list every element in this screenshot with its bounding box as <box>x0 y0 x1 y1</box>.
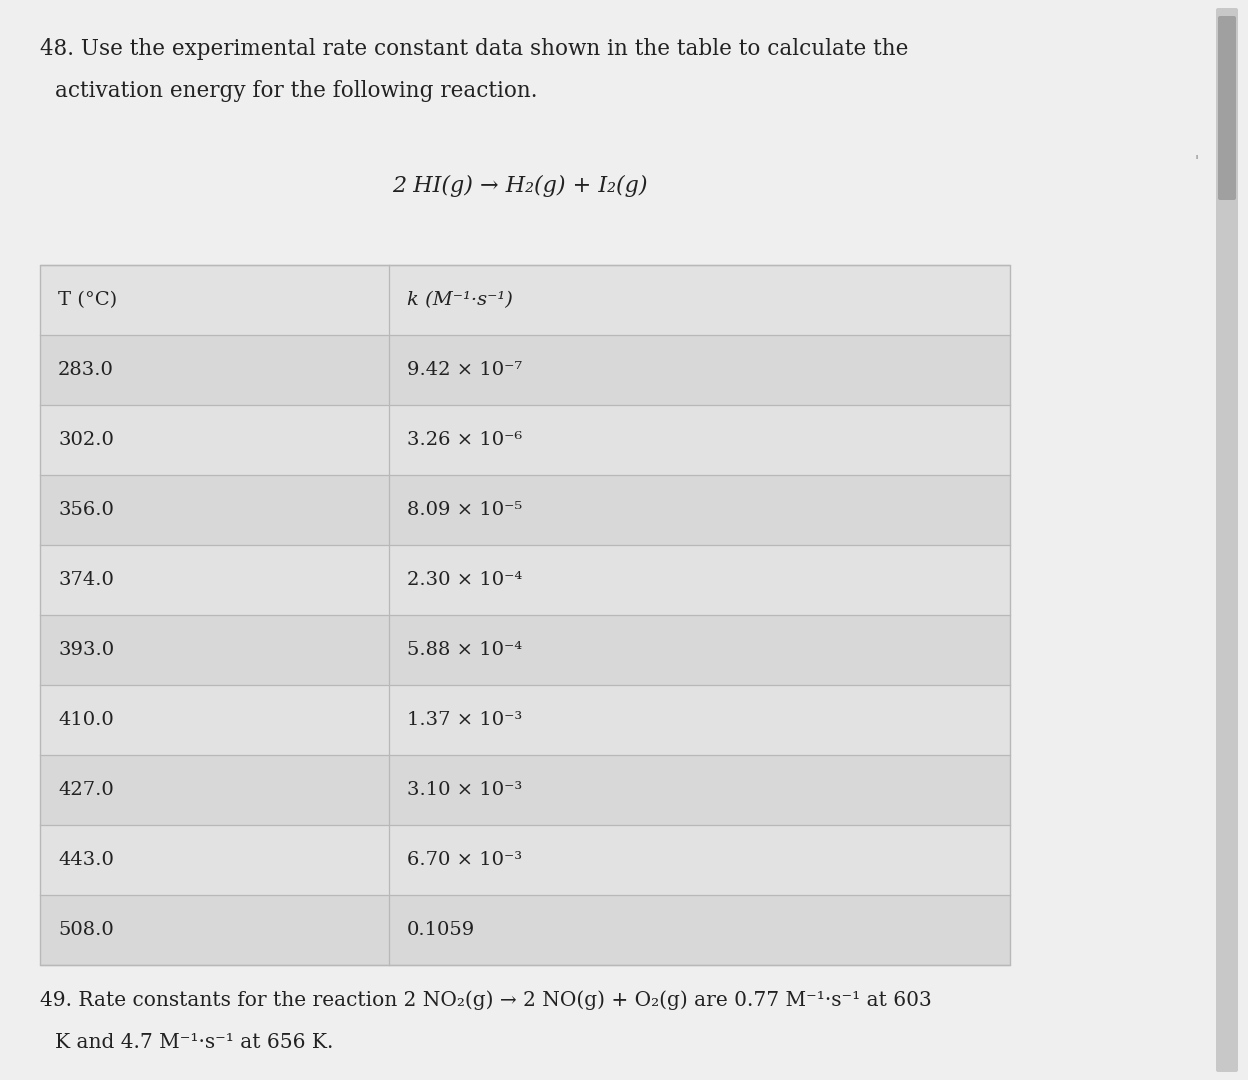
Text: 2.30 × 10⁻⁴: 2.30 × 10⁻⁴ <box>407 571 523 589</box>
Text: 427.0: 427.0 <box>57 781 114 799</box>
Bar <box>40 685 1010 755</box>
Bar <box>40 545 1010 615</box>
Text: k (M⁻¹·s⁻¹): k (M⁻¹·s⁻¹) <box>407 291 513 309</box>
Bar <box>40 895 1010 966</box>
Text: 1.37 × 10⁻³: 1.37 × 10⁻³ <box>407 711 523 729</box>
Text: K and 4.7 M⁻¹·s⁻¹ at 656 K.: K and 4.7 M⁻¹·s⁻¹ at 656 K. <box>55 1032 333 1052</box>
Bar <box>40 825 1010 895</box>
Text: 356.0: 356.0 <box>57 501 114 519</box>
Text: activation energy for the following reaction.: activation energy for the following reac… <box>55 80 538 102</box>
Bar <box>40 755 1010 825</box>
Bar <box>40 615 1010 685</box>
Text: 374.0: 374.0 <box>57 571 114 589</box>
Text: T (°C): T (°C) <box>57 291 117 309</box>
Bar <box>40 475 1010 545</box>
Text: 393.0: 393.0 <box>57 642 114 659</box>
Text: 0.1059: 0.1059 <box>407 921 475 939</box>
Text: 410.0: 410.0 <box>57 711 114 729</box>
Bar <box>40 405 1010 475</box>
Text: 283.0: 283.0 <box>57 361 114 379</box>
Text: ': ' <box>1196 156 1199 168</box>
Text: 2 HI(g) → H₂(g) + I₂(g): 2 HI(g) → H₂(g) + I₂(g) <box>392 175 648 197</box>
Text: 3.26 × 10⁻⁶: 3.26 × 10⁻⁶ <box>407 431 523 449</box>
Bar <box>40 265 1010 335</box>
Text: 508.0: 508.0 <box>57 921 114 939</box>
FancyBboxPatch shape <box>1218 16 1236 200</box>
Text: 443.0: 443.0 <box>57 851 114 869</box>
Text: 5.88 × 10⁻⁴: 5.88 × 10⁻⁴ <box>407 642 523 659</box>
Bar <box>40 335 1010 405</box>
Text: 302.0: 302.0 <box>57 431 114 449</box>
Bar <box>40 265 1010 966</box>
Text: 9.42 × 10⁻⁷: 9.42 × 10⁻⁷ <box>407 361 523 379</box>
Text: 49. Rate constants for the reaction 2 NO₂(g) → 2 NO(g) + O₂(g) are 0.77 M⁻¹·s⁻¹ : 49. Rate constants for the reaction 2 NO… <box>40 990 932 1010</box>
Text: 6.70 × 10⁻³: 6.70 × 10⁻³ <box>407 851 523 869</box>
Text: 8.09 × 10⁻⁵: 8.09 × 10⁻⁵ <box>407 501 523 519</box>
Text: 3.10 × 10⁻³: 3.10 × 10⁻³ <box>407 781 523 799</box>
Text: 48. Use the experimental rate constant data shown in the table to calculate the: 48. Use the experimental rate constant d… <box>40 38 909 60</box>
FancyBboxPatch shape <box>1216 8 1238 1072</box>
